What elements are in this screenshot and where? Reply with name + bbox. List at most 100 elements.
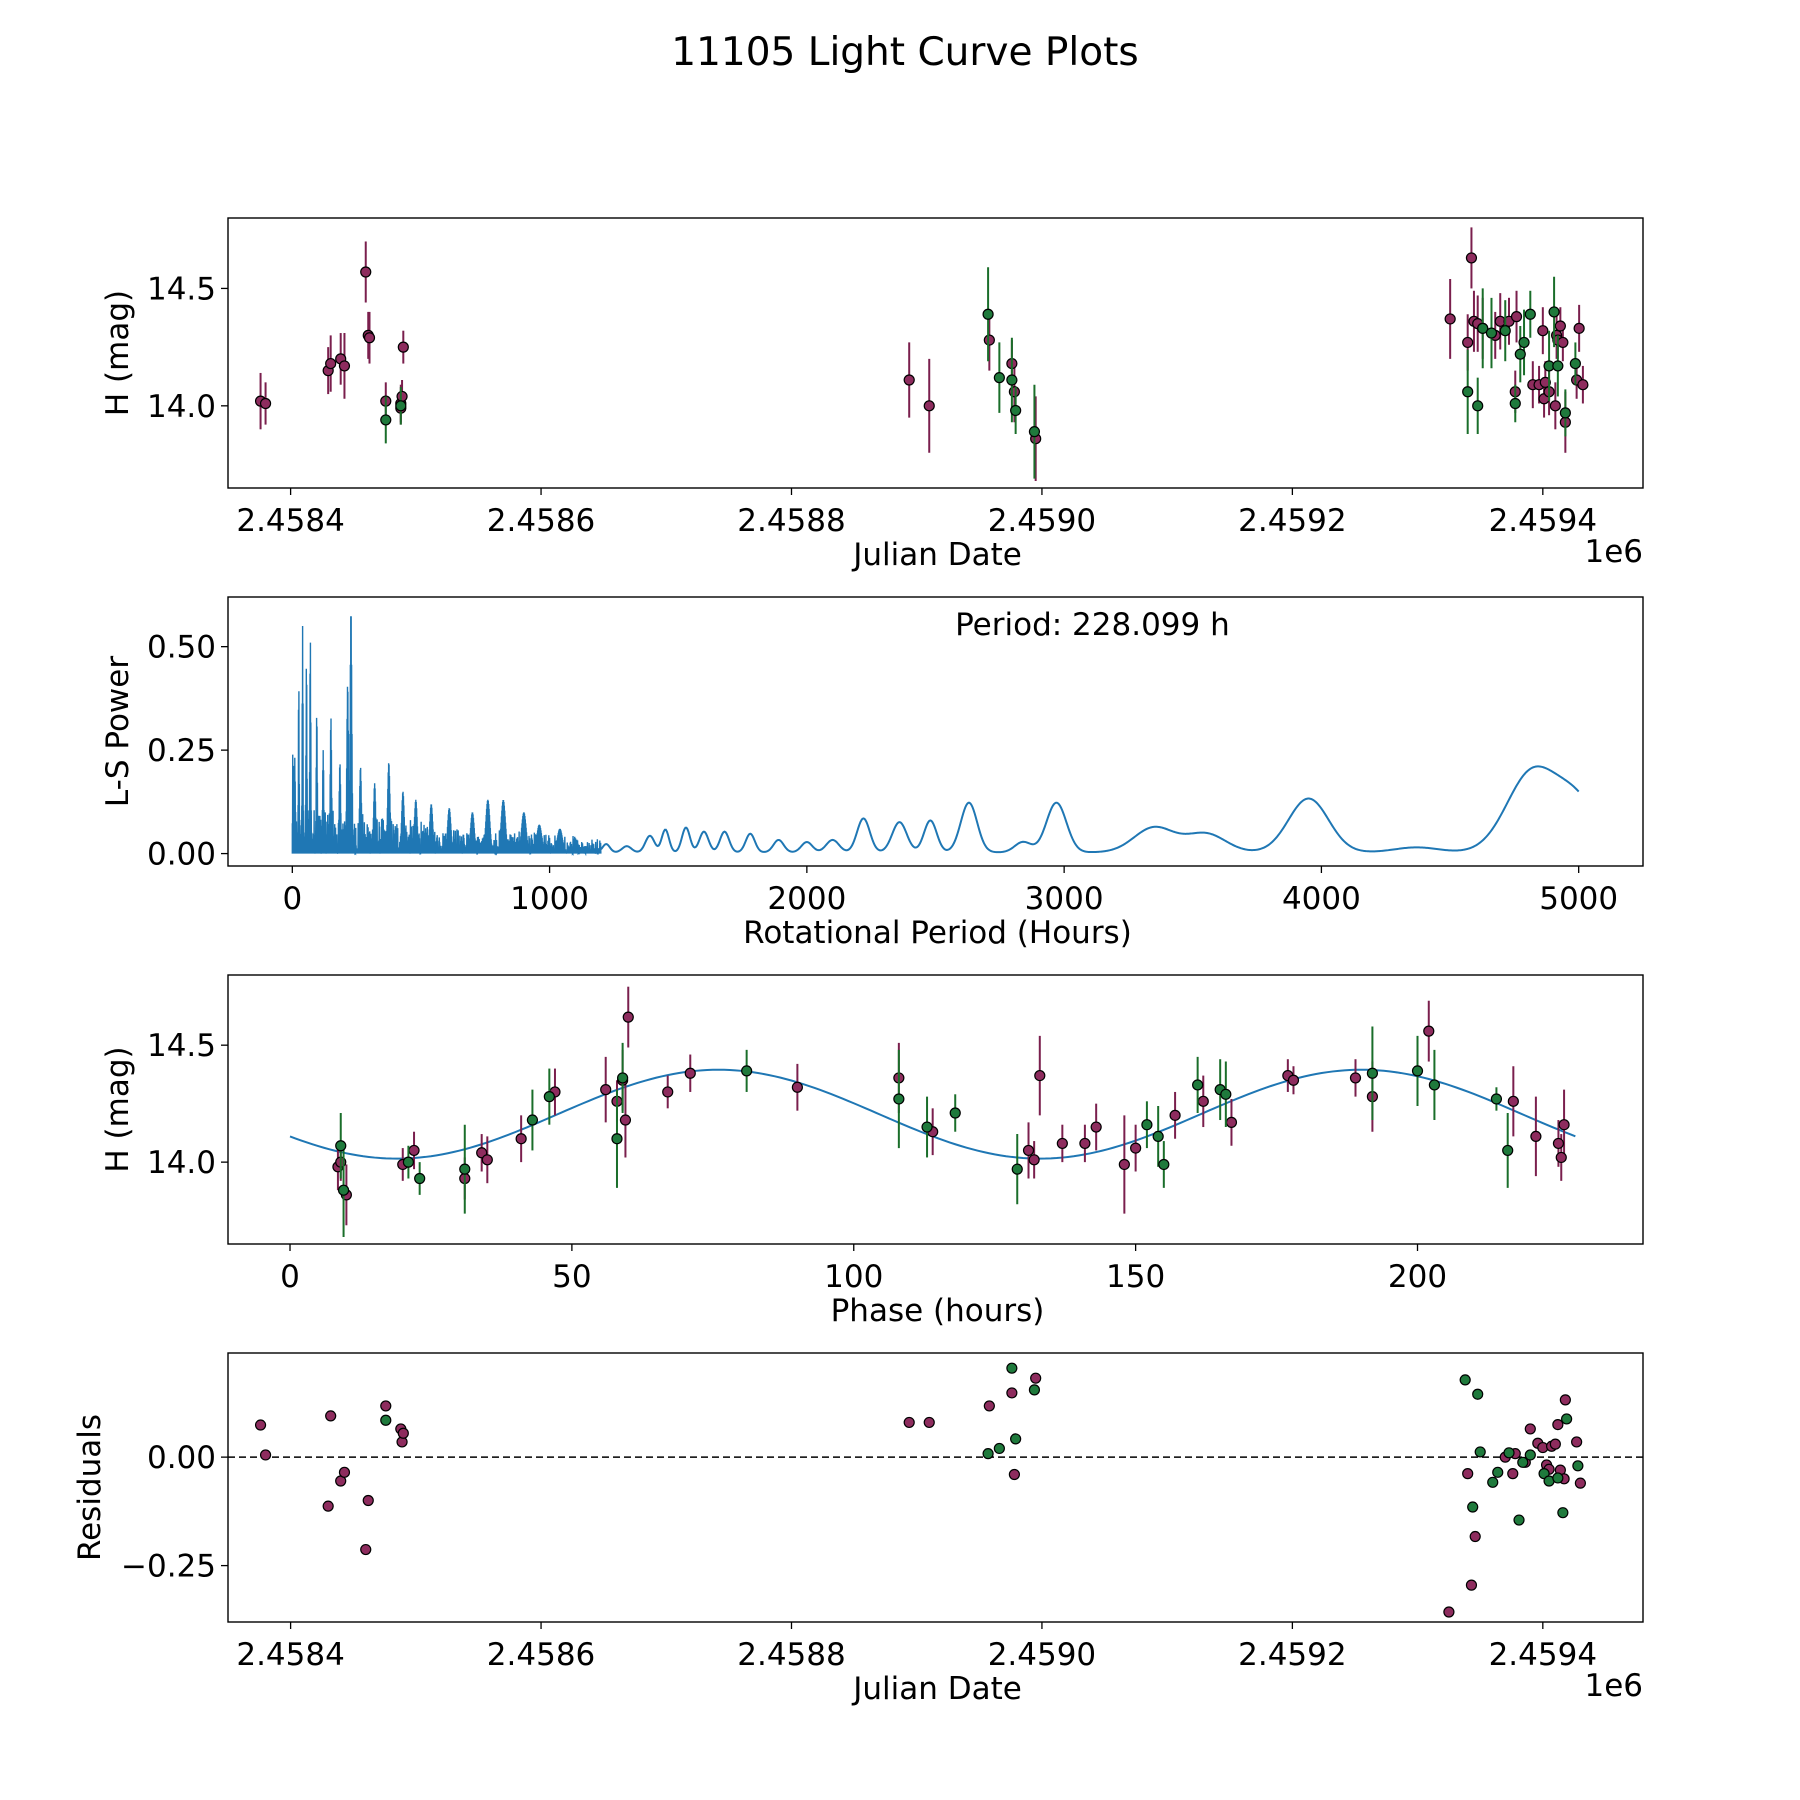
- data-point-g: [1010, 1433, 1022, 1445]
- data-point-r: [1554, 320, 1566, 332]
- data-point-r: [1524, 1423, 1536, 1435]
- x-tick-label: 2.4590: [988, 1637, 1096, 1673]
- data-point-g: [1517, 1456, 1529, 1468]
- x-tick-label: 3000: [1025, 881, 1104, 917]
- data-point-r: [515, 1133, 527, 1145]
- axes-frame: [227, 217, 1644, 489]
- data-point-g: [1569, 357, 1581, 370]
- data-point-r: [619, 1114, 632, 1126]
- period-annotation: Period: 228.099 h: [955, 607, 1230, 643]
- data-point-r: [396, 390, 408, 403]
- data-point-r: [1462, 1468, 1474, 1480]
- data-point-r: [791, 1081, 803, 1093]
- periodogram-smooth-line: [600, 765, 1580, 854]
- data-point-g: [1559, 407, 1571, 419]
- axes-frame: [227, 1352, 1644, 1623]
- chart-panels: 2.4584 2.4586 2.4588 2.4590 2.4592 2.4594 14.0…: [72, 217, 1644, 1707]
- data-point-r: [903, 374, 915, 386]
- plot-area: [254, 227, 1589, 481]
- data-point-r: [1008, 1468, 1020, 1481]
- data-point-g: [1428, 1079, 1441, 1091]
- y-tick-label: 0.00: [147, 837, 216, 873]
- data-point-r: [1552, 1418, 1564, 1431]
- panel-periodogram: 0 1000 2000 3000 4000 5000 0.00 0.25 0.50 Rotatio…: [100, 596, 1644, 951]
- x-tick-label: 0: [282, 881, 302, 917]
- data-point-g: [380, 1414, 392, 1426]
- data-point-r: [1028, 1154, 1040, 1166]
- data-point-g: [1487, 1476, 1499, 1488]
- data-point-r: [254, 1419, 267, 1431]
- x-tick-label: 2.4588: [737, 503, 845, 539]
- x-tick-label: 2.4586: [487, 1637, 595, 1673]
- data-point-r: [338, 360, 351, 372]
- data-point-r: [1006, 1387, 1018, 1399]
- x-tick-label: 2.4584: [236, 1637, 344, 1673]
- data-point-r: [380, 1400, 392, 1412]
- data-point-g: [543, 1091, 555, 1103]
- x-offset-label: 1e6: [1584, 534, 1643, 570]
- data-point-r: [1197, 1095, 1209, 1107]
- data-point-g: [526, 1114, 539, 1126]
- data-point-g: [1561, 1413, 1573, 1425]
- data-point-g: [1490, 1093, 1503, 1105]
- data-point-g: [611, 1133, 623, 1145]
- data-point-g: [1499, 325, 1511, 337]
- y-tick-label: 0.50: [147, 630, 216, 666]
- data-point-r: [1034, 1069, 1046, 1082]
- data-point-g: [1477, 322, 1489, 334]
- data-point-r: [1225, 1116, 1238, 1128]
- data-point-g: [1141, 1119, 1153, 1131]
- data-point-g: [1552, 360, 1564, 372]
- x-tick-label: 0: [280, 1259, 300, 1295]
- data-point-g: [1366, 1067, 1379, 1079]
- data-point-r: [408, 1144, 420, 1157]
- data-point-g: [1028, 426, 1041, 438]
- y-axis-label: L-S Power: [100, 656, 136, 807]
- data-point-g: [1524, 1449, 1536, 1461]
- data-point-g: [1192, 1079, 1204, 1091]
- data-point-r: [1444, 313, 1456, 325]
- data-point-g: [1459, 1374, 1471, 1386]
- data-point-g: [337, 1184, 350, 1196]
- data-point-r: [1507, 1468, 1519, 1480]
- periodogram-dense-line: [291, 616, 602, 857]
- data-point-g: [1152, 1130, 1164, 1143]
- data-point-r: [1423, 1025, 1435, 1037]
- data-point-g: [1513, 1514, 1525, 1526]
- data-point-g: [1485, 327, 1498, 339]
- data-point-r: [1552, 1137, 1565, 1150]
- x-axis-label: Phase (hours): [831, 1293, 1045, 1329]
- data-point-r: [983, 1400, 995, 1412]
- data-point-r: [1030, 1372, 1042, 1384]
- x-axis-label: Rotational Period (Hours): [743, 915, 1132, 951]
- data-point-g: [1006, 374, 1018, 386]
- data-point-g: [459, 1163, 471, 1175]
- data-point-g: [1462, 386, 1474, 398]
- data-point-r: [1130, 1142, 1142, 1154]
- x-tick-label: 2.4594: [1489, 1637, 1597, 1673]
- data-point-g: [617, 1072, 629, 1084]
- data-point-r: [363, 332, 376, 344]
- y-axis-label: H (mag): [100, 290, 136, 416]
- y-tick-label: 14.5: [147, 1028, 216, 1064]
- data-point-g: [1220, 1088, 1232, 1100]
- data-point-r: [1349, 1072, 1362, 1084]
- x-tick-label: 100: [824, 1259, 883, 1295]
- axes-frame: [227, 596, 1644, 867]
- data-point-g: [1518, 336, 1530, 349]
- y-tick-label: 14.0: [147, 389, 216, 425]
- data-point-r: [362, 1494, 374, 1507]
- plot-area: [228, 1362, 1643, 1618]
- data-point-r: [1118, 1158, 1130, 1171]
- data-point-g: [1006, 1362, 1018, 1374]
- data-point-r: [1539, 376, 1551, 388]
- axes-frame: [227, 974, 1644, 1245]
- x-tick-label: 2.4586: [487, 503, 595, 539]
- data-point-r: [360, 266, 372, 278]
- x-tick-label: 50: [552, 1259, 591, 1295]
- data-point-r: [1574, 1477, 1586, 1489]
- data-point-r: [325, 1410, 337, 1422]
- data-point-g: [1503, 1447, 1515, 1459]
- data-point-g: [1548, 306, 1560, 318]
